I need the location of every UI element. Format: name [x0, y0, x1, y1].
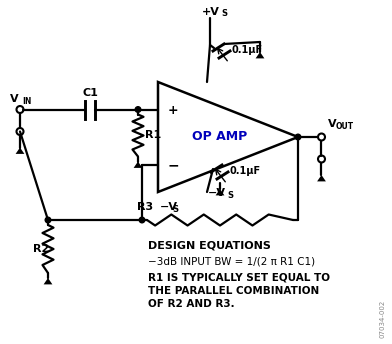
Circle shape [135, 107, 141, 112]
Polygon shape [134, 161, 142, 168]
Text: −V: −V [160, 202, 178, 212]
Text: R3: R3 [137, 202, 153, 212]
Polygon shape [44, 278, 53, 284]
Text: R2: R2 [33, 244, 49, 254]
Text: C1: C1 [82, 87, 98, 97]
Text: OP AMP: OP AMP [192, 130, 248, 143]
Polygon shape [317, 175, 326, 181]
Text: +V: +V [202, 7, 220, 17]
Text: S: S [172, 205, 178, 214]
Circle shape [45, 217, 51, 223]
Text: DESIGN EQUATIONS: DESIGN EQUATIONS [148, 240, 271, 250]
Text: 0.1μF: 0.1μF [230, 166, 261, 176]
Text: R1: R1 [145, 130, 161, 140]
Text: IN: IN [22, 97, 31, 106]
Text: 07034-002: 07034-002 [380, 300, 386, 338]
Text: 0.1μF: 0.1μF [232, 45, 263, 55]
Circle shape [295, 134, 301, 140]
Text: −: − [168, 159, 180, 172]
Text: V: V [328, 119, 337, 129]
Text: +: + [168, 104, 179, 117]
Polygon shape [16, 148, 24, 154]
Polygon shape [256, 52, 264, 58]
Text: S: S [227, 191, 233, 200]
Text: R1 IS TYPICALLY SET EQUAL TO
THE PARALLEL COMBINATION
OF R2 AND R3.: R1 IS TYPICALLY SET EQUAL TO THE PARALLE… [148, 273, 330, 309]
Text: −3dB INPUT BW = 1/(2 π R1 C1): −3dB INPUT BW = 1/(2 π R1 C1) [148, 256, 315, 266]
Circle shape [139, 217, 145, 223]
Text: V: V [10, 94, 19, 104]
Text: S: S [221, 10, 227, 19]
Text: OUT: OUT [336, 122, 354, 131]
Polygon shape [216, 189, 224, 195]
Text: −V: −V [208, 188, 226, 198]
